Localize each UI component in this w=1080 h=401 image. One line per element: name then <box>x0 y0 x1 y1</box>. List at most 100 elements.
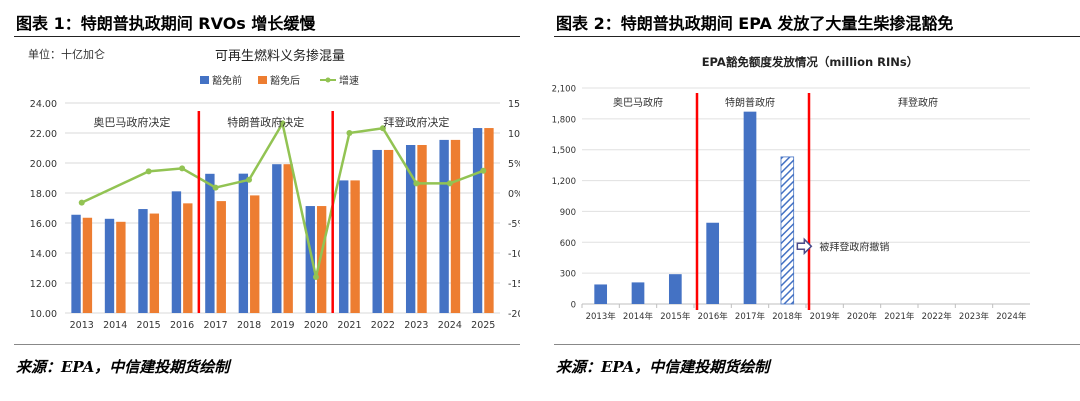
y2-tick-label: -20% <box>508 309 520 320</box>
bar <box>631 282 645 304</box>
growth-point <box>179 165 186 172</box>
chart-title: 可再生燃料义务掺混量 <box>215 48 345 64</box>
growth-point <box>346 130 353 136</box>
bar-after <box>82 217 93 313</box>
y-tick-label: 1,200 <box>552 177 576 187</box>
x-tick-label: 2023年 <box>959 311 990 322</box>
y-tick-label: 0 <box>571 301 576 311</box>
region-label: 拜登政府 <box>898 96 938 109</box>
x-tick-label: 2013年 <box>586 311 617 322</box>
bar-before <box>138 209 148 313</box>
y-tick-label: 16.00 <box>30 219 57 230</box>
bar-after <box>350 180 360 313</box>
bar-before <box>171 191 182 313</box>
y-tick-label: 10.00 <box>30 309 57 320</box>
x-tick-label: 2022年 <box>922 311 953 322</box>
y-tick-label: 24.00 <box>30 99 57 110</box>
bar-before <box>372 149 382 313</box>
y2-tick-label: 0% <box>508 189 520 200</box>
panel-title: 图表 1：特朗普执政期间 RVOs 增长缓慢 <box>16 14 316 33</box>
y-tick-label: 12.00 <box>30 279 57 290</box>
x-tick-label: 2021 <box>337 320 361 331</box>
legend-label: 豁免前 <box>212 74 242 87</box>
bar <box>668 274 682 304</box>
bar <box>743 111 757 305</box>
x-tick-label: 2017年 <box>735 311 766 322</box>
growth-point <box>480 167 487 174</box>
source-note: 来源：EPA，中信建投期货绘制 <box>556 358 770 376</box>
x-tick-label: 2018年 <box>772 311 803 322</box>
bar-after <box>450 139 461 313</box>
region-label: 拜登政府决定 <box>383 115 449 129</box>
bar-after <box>316 206 327 313</box>
source-rule <box>14 344 520 345</box>
x-tick-label: 2025 <box>471 320 495 331</box>
y2-tick-label: -15% <box>508 279 520 290</box>
y2-tick-label: -5% <box>508 219 520 230</box>
growth-point <box>246 176 253 183</box>
panel-title: 图表 2：特朗普执政期间 EPA 发放了大量生柴掺混豁免 <box>556 14 954 33</box>
region-label: 奥巴马政府 <box>613 96 663 109</box>
growth-point <box>279 120 286 127</box>
x-tick-label: 2020年 <box>847 311 878 322</box>
bar-after <box>250 195 260 313</box>
region-label: 特朗普政府决定 <box>227 115 304 129</box>
x-tick-label: 2014 <box>103 320 127 331</box>
bar-before <box>305 206 315 313</box>
region-label: 奥巴马政府决定 <box>93 115 170 129</box>
growth-point <box>379 125 386 132</box>
y-tick-label: 1,800 <box>552 115 576 125</box>
x-tick-label: 2018 <box>237 320 261 331</box>
bar-after <box>149 213 160 313</box>
x-tick-label: 2024年 <box>996 311 1027 322</box>
bar <box>594 284 608 304</box>
x-tick-label: 2013 <box>70 320 94 331</box>
legend-label: 增速 <box>339 74 359 87</box>
y-tick-label: 14.00 <box>30 249 57 260</box>
bar-before <box>71 214 81 313</box>
bar-before <box>339 180 349 313</box>
y-tick-label: 20.00 <box>30 159 57 170</box>
chart-title: EPA豁免额度发放情况（million RINs） <box>702 55 919 69</box>
y2-tick-label: 10% <box>508 129 520 140</box>
x-tick-label: 2019年 <box>810 311 841 322</box>
growth-point <box>413 180 420 187</box>
bar-before <box>238 173 249 313</box>
x-tick-label: 2014年 <box>623 311 654 322</box>
legend-marker <box>325 77 331 83</box>
bar-after <box>116 221 126 313</box>
legend-label: 豁免后 <box>270 74 300 87</box>
bar-before <box>439 139 449 313</box>
region-label: 特朗普政府 <box>725 96 775 109</box>
x-tick-label: 2015 <box>137 320 161 331</box>
bar-before <box>205 173 215 313</box>
source-note: 来源：EPA，中信建投期货绘制 <box>16 358 230 376</box>
bar-before <box>472 128 483 313</box>
growth-point <box>212 184 219 191</box>
growth-line <box>81 120 484 278</box>
legend-swatch <box>258 76 267 84</box>
legend-swatch <box>200 76 209 84</box>
y-tick-label: 900 <box>560 208 576 218</box>
x-tick-label: 2022 <box>371 320 395 331</box>
y2-tick-label: 15% <box>508 99 520 110</box>
title-rule <box>554 36 1080 37</box>
x-tick-label: 2021年 <box>884 311 915 322</box>
exemption-chart: EPA豁免额度发放情况（million RINs） 0 300 600 900 1,200… <box>552 55 1030 322</box>
bar-before <box>104 218 115 313</box>
annotation-arrow-icon <box>796 237 813 256</box>
y-tick-label: 2,100 <box>552 85 576 95</box>
x-tick-label: 2019 <box>270 320 294 331</box>
y-tick-label: 22.00 <box>30 129 57 140</box>
bar-after <box>383 149 394 313</box>
source-rule <box>554 344 1080 345</box>
panel-exemptions: 图表 2：特朗普执政期间 EPA 发放了大量生柴掺混豁免 EPA豁免额度发放情况… <box>540 0 1080 401</box>
growth-point <box>446 180 453 187</box>
bar-after <box>417 145 427 313</box>
bar-after <box>484 128 494 313</box>
annotation-text: 被拜登政府撤销 <box>819 240 889 253</box>
growth-point <box>78 199 85 206</box>
x-tick-label: 2024 <box>438 320 462 331</box>
y2-tick-label: -10% <box>508 249 520 260</box>
